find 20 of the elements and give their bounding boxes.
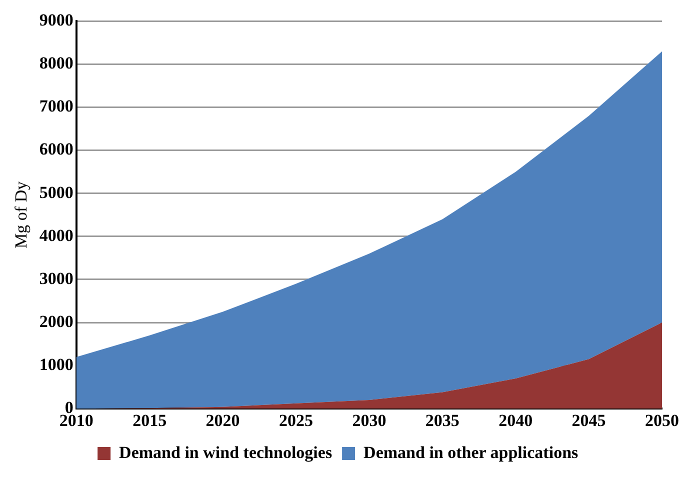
y-tick-label: 5000 [39, 182, 74, 202]
x-tick-label: 2015 [132, 411, 167, 430]
y-tick-label: 9000 [39, 10, 74, 30]
x-tick-label: 2035 [425, 411, 460, 430]
x-tick-label: 2025 [279, 411, 313, 430]
x-tick-label: 2050 [645, 411, 679, 430]
x-tick-label: 2020 [206, 411, 240, 430]
y-tick-label: 8000 [39, 54, 74, 73]
x-tick-label: 2030 [352, 411, 386, 430]
legend-label: Demand in other applications [364, 442, 579, 462]
y-axis-title: Mg of Dy [12, 180, 31, 248]
y-tick-label: 4000 [39, 226, 74, 245]
x-tick-label: 2045 [572, 411, 606, 430]
y-tick-label: 6000 [39, 140, 74, 159]
y-tick-label: 7000 [39, 96, 74, 116]
y-tick-label: 1000 [39, 354, 74, 374]
y-tick-label: 3000 [39, 268, 74, 288]
x-tick-label: 2040 [498, 411, 533, 430]
legend-label: Demand in wind technologies [119, 442, 332, 462]
y-tick-label: 2000 [39, 312, 74, 331]
